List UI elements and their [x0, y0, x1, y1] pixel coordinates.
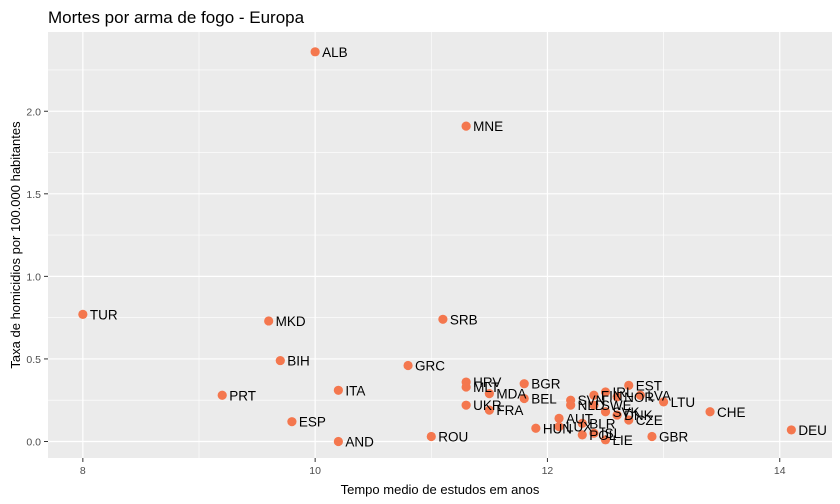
data-point-nld: [566, 400, 576, 410]
data-point-lux: [554, 422, 564, 432]
data-point-tur: [78, 309, 88, 319]
x-axis-title: Tempo medio de estudos em anos: [341, 482, 540, 497]
point-label-lux: LUX: [566, 420, 592, 435]
point-label-tur: TUR: [90, 307, 118, 322]
data-point-fin: [589, 390, 599, 400]
grid-lines: [48, 32, 832, 458]
data-point-mne: [461, 121, 471, 131]
point-label-alb: ALB: [322, 45, 348, 60]
point-label-mkd: MKD: [276, 314, 306, 329]
point-label-cze: CZE: [636, 413, 663, 428]
data-points: [78, 47, 796, 447]
point-label-prt: PRT: [229, 388, 256, 403]
point-label-rou: ROU: [438, 430, 468, 445]
point-label-fin: FIN: [601, 388, 623, 403]
point-label-ukr: UKR: [473, 398, 502, 413]
y-tick-label: 1.0: [26, 271, 41, 283]
data-point-est: [624, 380, 634, 390]
y-tick-label: 0.0: [26, 436, 41, 448]
data-point-irl: [600, 387, 611, 397]
data-point-swe: [589, 400, 599, 410]
data-point-svk: [600, 407, 611, 417]
data-point-mkd: [264, 316, 274, 326]
point-label-lie: LIE: [613, 433, 633, 448]
point-label-hrv: HRV: [473, 375, 501, 390]
data-point-ita: [333, 385, 343, 395]
data-point-hun: [531, 423, 541, 433]
point-label-lva: LVA: [647, 388, 671, 403]
data-point-fra: [484, 405, 494, 415]
point-label-ita: ITA: [345, 383, 365, 398]
data-point-alb: [310, 47, 320, 57]
point-label-isl: ISL: [601, 426, 622, 441]
point-label-bih: BIH: [287, 354, 310, 369]
point-label-svk: SVK: [613, 405, 640, 420]
point-label-bgr: BGR: [531, 377, 561, 392]
y-tick-label: 1.5: [26, 189, 41, 201]
data-point-mlt: [461, 382, 471, 392]
axes: 8 10 12 14 0.0 0.5 1.0 1.5 2.0: [26, 106, 785, 477]
data-point-ltu: [658, 397, 669, 407]
data-point-bgr: [519, 379, 529, 389]
point-label-swe: SWE: [601, 398, 632, 413]
point-label-esp: ESP: [299, 415, 326, 430]
data-point-isl: [589, 428, 599, 438]
data-point-bih: [275, 355, 285, 366]
point-label-ltu: LTU: [671, 395, 696, 410]
point-label-nld: NLD: [578, 398, 605, 413]
point-label-bel: BEL: [531, 392, 557, 407]
point-label-fra: FRA: [496, 403, 523, 418]
point-label-gbr: GBR: [659, 430, 689, 445]
data-point-rou: [426, 431, 436, 442]
x-tick-label: 12: [542, 465, 554, 477]
point-labels: ALB MNE TUR MKD SRB BIH GRC ITA PRT ESP AND ROU HRVM…: [90, 45, 827, 450]
data-point-esp: [287, 417, 297, 427]
data-point-nor: [612, 392, 622, 402]
data-point-gbr: [647, 431, 657, 442]
data-point-blr: [577, 418, 587, 428]
data-point-deu: [786, 425, 796, 435]
data-point-lva: [635, 390, 645, 400]
data-point-bel: [519, 393, 529, 404]
y-tick-label: 0.5: [26, 354, 41, 366]
data-point-pol: [577, 430, 587, 440]
point-label-srb: SRB: [450, 312, 478, 327]
point-label-deu: DEU: [798, 423, 827, 438]
point-label-dnk: DNK: [624, 408, 653, 423]
point-label-svn: SVN: [578, 393, 606, 408]
data-point-grc: [403, 360, 413, 371]
point-label-mda: MDA: [496, 387, 526, 402]
point-label-nor: NOR: [624, 390, 654, 405]
point-label-hun: HUN: [543, 421, 572, 436]
point-label-grc: GRC: [415, 359, 445, 374]
point-label-and: AND: [345, 434, 374, 449]
data-point-and: [333, 436, 343, 447]
point-label-blr: BLR: [589, 416, 616, 431]
y-tick-label: 2.0: [26, 106, 41, 118]
y-axis-title: Taxa de homicidios por 100.000 habitante…: [8, 121, 23, 369]
point-label-che: CHE: [717, 405, 746, 420]
point-label-mne: MNE: [473, 119, 503, 134]
point-label-pol: POL: [589, 428, 617, 443]
data-point-che: [705, 407, 715, 417]
x-tick-label: 8: [80, 465, 86, 477]
data-point-ukr: [461, 400, 471, 410]
data-point-cze: [624, 415, 634, 425]
data-point-lie: [600, 435, 611, 445]
data-point-dnk: [612, 410, 622, 420]
chart-title: Mortes por arma de fogo - Europa: [48, 8, 305, 27]
data-point-srb: [438, 314, 448, 324]
x-tick-label: 10: [309, 465, 321, 477]
data-point-aut: [554, 413, 564, 423]
point-label-est: EST: [636, 378, 662, 393]
x-tick-label: 14: [774, 465, 786, 477]
point-label-irl: IRL: [613, 385, 635, 400]
point-label-mlt: MLT: [473, 380, 499, 395]
point-label-aut: AUT: [566, 411, 593, 426]
plot-panel: [48, 32, 832, 458]
data-point-mda: [484, 389, 494, 399]
data-point-prt: [217, 390, 227, 400]
